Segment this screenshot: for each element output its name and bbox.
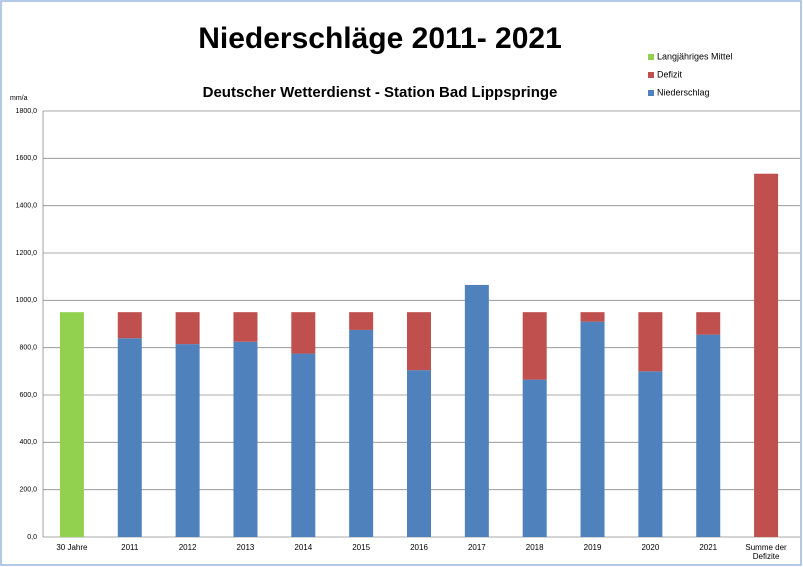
bar [117, 312, 142, 339]
bar [580, 312, 605, 322]
x-tick-label-box: 30 Jahre [56, 543, 88, 552]
x-tick-label-box: 2019 [583, 543, 602, 552]
bar [407, 370, 431, 537]
y-tick-label: 1200,0 [16, 250, 38, 257]
legend-swatch [648, 72, 654, 78]
x-tick-label: 30 Jahre [56, 543, 88, 552]
x-tick-label-box: 2018 [525, 543, 544, 552]
legend-label: Defizit [657, 69, 683, 79]
bar [175, 312, 200, 345]
chart-title: Niederschläge 2011- 2021 [198, 22, 562, 55]
x-tick-label-box: 2011 [121, 543, 139, 552]
chart-subtitle: Deutscher Wetterdienst - Station Bad Lip… [203, 84, 558, 101]
y-tick-label: 1800,0 [16, 108, 38, 115]
legend-label: Langjähriges Mittel [657, 51, 733, 61]
bar [754, 173, 779, 537]
legend-swatch [648, 54, 654, 60]
y-axis-label: mm/a [10, 95, 28, 102]
bar [233, 341, 258, 537]
x-tick-label-box: 2014 [294, 543, 313, 552]
x-tick-label-box: 2016 [410, 543, 428, 552]
x-tick-label-box: Summe der Defizite [745, 543, 787, 561]
x-tick-label: 2013 [236, 543, 255, 552]
bar [291, 353, 316, 537]
x-tick-label: 2017 [467, 543, 486, 552]
y-tick-label: 1000,0 [16, 297, 38, 304]
bar [233, 312, 258, 342]
bar [464, 284, 489, 537]
y-tick-label: 800,0 [19, 345, 37, 352]
y-tick-label: 0,0 [27, 534, 37, 541]
bar [696, 334, 721, 537]
bar [580, 321, 605, 537]
x-tick-label-box: 2013 [236, 543, 255, 552]
y-tick-label: 200,0 [19, 487, 37, 494]
x-tick-label: 2011 [121, 543, 139, 552]
bar [175, 344, 200, 537]
bar [349, 329, 374, 537]
y-tick-label: 600,0 [19, 392, 37, 399]
y-tick-label: 400,0 [19, 439, 37, 446]
x-tick-label: 2015 [352, 543, 371, 552]
x-tick-label: 2012 [178, 543, 197, 552]
legend-label: Niederschlag [657, 87, 710, 97]
bar [59, 312, 84, 537]
bar [349, 312, 374, 330]
x-tick-label-box: 2015 [352, 543, 371, 552]
x-tick-label: 2021 [699, 543, 718, 552]
bar [696, 312, 721, 335]
bar [522, 379, 547, 537]
x-tick-label-box: 2020 [641, 543, 660, 552]
bar [638, 371, 663, 537]
bar [407, 312, 431, 371]
x-tick-label: 2018 [525, 543, 544, 552]
x-tick-label-box: 2017 [467, 543, 486, 552]
x-tick-label: Summe der Defizite [745, 543, 787, 561]
y-tick-label: 1400,0 [16, 203, 38, 210]
x-tick-label: 2016 [410, 543, 428, 552]
y-tick-label: 1600,0 [16, 155, 38, 162]
legend-swatch [648, 90, 654, 96]
bar [291, 312, 316, 354]
x-tick-label: 2020 [641, 543, 660, 552]
x-tick-label: 2019 [583, 543, 602, 552]
x-tick-label: 2014 [294, 543, 313, 552]
x-tick-label-box: 2012 [178, 543, 197, 552]
bar [522, 312, 547, 380]
bar [638, 312, 663, 372]
bar [117, 338, 142, 537]
x-tick-label-box: 2021 [699, 543, 718, 552]
